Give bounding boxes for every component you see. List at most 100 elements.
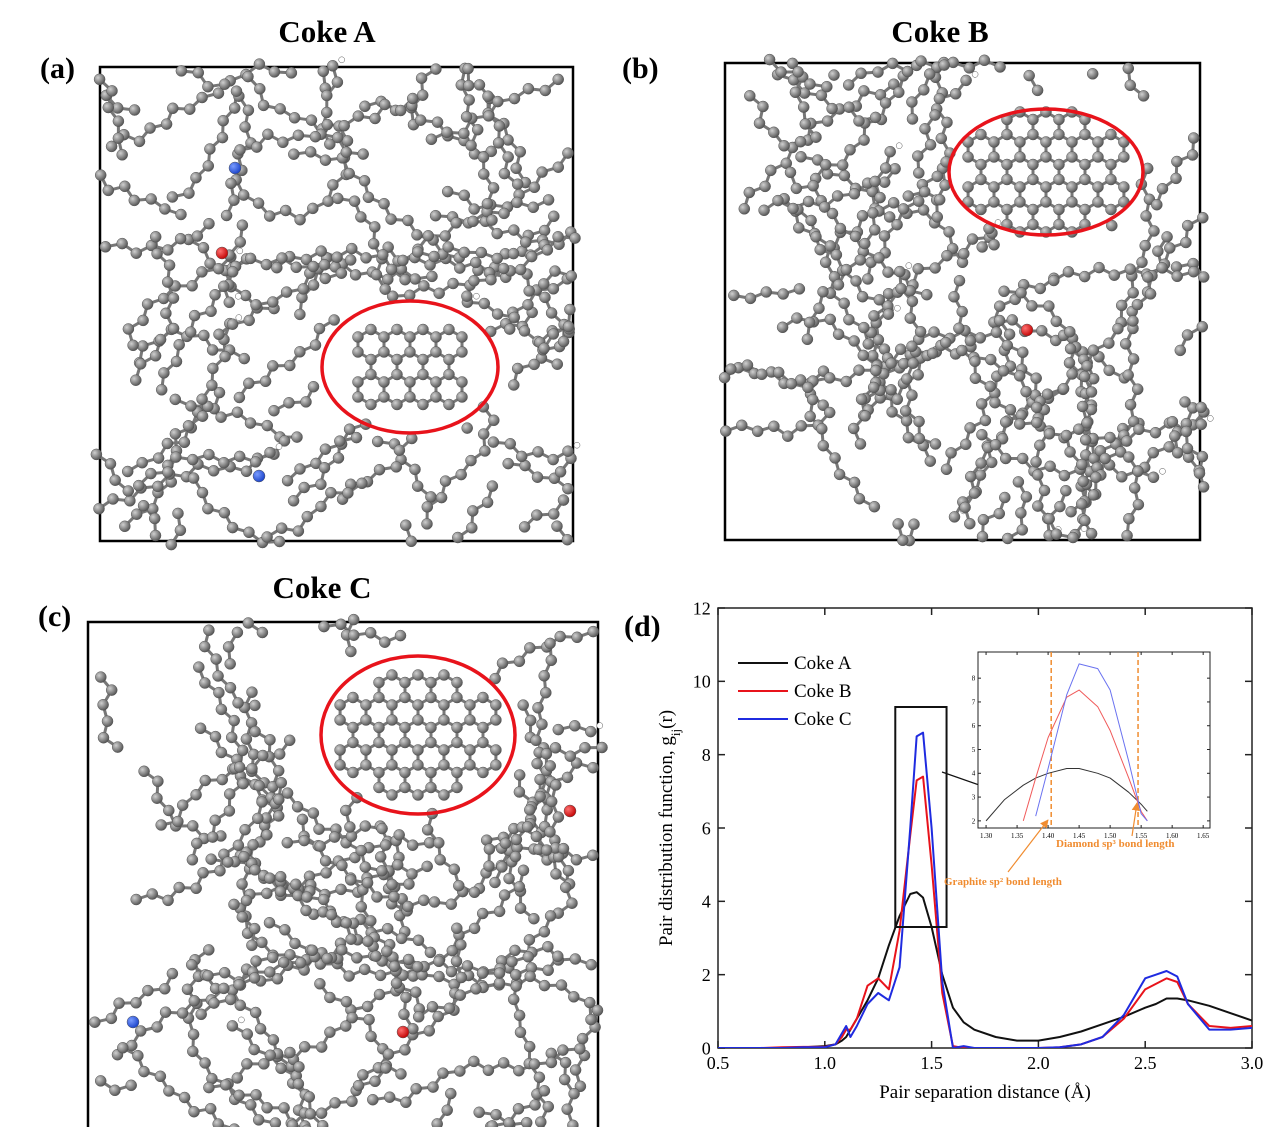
atom bbox=[277, 137, 288, 148]
atom bbox=[413, 700, 424, 711]
atom bbox=[539, 343, 550, 354]
atom bbox=[374, 677, 385, 688]
atom bbox=[524, 642, 535, 653]
atom bbox=[474, 1107, 485, 1118]
atom bbox=[1122, 530, 1133, 541]
atom bbox=[452, 782, 463, 793]
atom bbox=[965, 335, 976, 346]
atom bbox=[773, 367, 784, 378]
atom bbox=[289, 112, 300, 123]
atom bbox=[1106, 204, 1117, 215]
atom bbox=[320, 444, 331, 455]
atom bbox=[123, 324, 134, 335]
atom bbox=[249, 923, 260, 934]
atom bbox=[321, 107, 332, 118]
atom bbox=[924, 69, 935, 80]
atom bbox=[756, 369, 767, 380]
atom bbox=[377, 823, 388, 834]
atom bbox=[1137, 257, 1148, 268]
atom bbox=[422, 501, 433, 512]
atom bbox=[860, 410, 871, 421]
atom bbox=[276, 444, 282, 450]
atom bbox=[117, 149, 128, 160]
atom bbox=[257, 627, 268, 638]
atom bbox=[392, 859, 403, 870]
atom bbox=[426, 134, 437, 145]
atom bbox=[887, 58, 898, 69]
atom bbox=[986, 457, 997, 468]
atom bbox=[241, 466, 252, 477]
atom bbox=[511, 834, 522, 845]
atom bbox=[231, 86, 242, 97]
atom bbox=[262, 532, 273, 543]
atom bbox=[995, 62, 1006, 73]
atom bbox=[529, 1059, 540, 1070]
atom bbox=[348, 722, 359, 733]
atom bbox=[777, 322, 788, 333]
atom bbox=[132, 1050, 143, 1061]
atom bbox=[155, 334, 166, 345]
atom bbox=[980, 415, 991, 426]
atom bbox=[438, 1068, 449, 1079]
atom bbox=[1060, 485, 1071, 496]
atom bbox=[1031, 417, 1042, 428]
atom bbox=[537, 719, 548, 730]
atom bbox=[448, 278, 459, 289]
atom bbox=[167, 192, 178, 203]
atom bbox=[407, 869, 418, 880]
atom bbox=[318, 894, 329, 905]
atom bbox=[768, 127, 779, 138]
atom bbox=[308, 808, 319, 819]
atom bbox=[146, 194, 157, 205]
atom bbox=[152, 481, 163, 492]
atom bbox=[1171, 173, 1182, 184]
atom bbox=[811, 132, 822, 143]
atom bbox=[456, 972, 467, 983]
atom bbox=[334, 436, 345, 447]
atom bbox=[985, 381, 996, 392]
atom bbox=[513, 1065, 524, 1076]
atom bbox=[491, 1109, 502, 1120]
atom bbox=[195, 723, 206, 734]
atom bbox=[571, 854, 582, 865]
atom bbox=[469, 887, 480, 898]
atom bbox=[430, 64, 441, 75]
atom bbox=[514, 770, 525, 781]
atom bbox=[187, 854, 198, 865]
atom bbox=[232, 627, 243, 638]
atom bbox=[829, 70, 840, 81]
atom bbox=[531, 831, 542, 842]
atom bbox=[454, 1066, 465, 1077]
atom bbox=[1112, 323, 1123, 334]
atom bbox=[1005, 404, 1016, 415]
atom bbox=[1000, 453, 1011, 464]
x-tick-label: 1.65 bbox=[1197, 832, 1210, 840]
atom bbox=[206, 854, 217, 865]
atom bbox=[512, 197, 523, 208]
atom bbox=[505, 438, 516, 449]
atom bbox=[109, 1085, 120, 1096]
atom bbox=[432, 1118, 443, 1127]
atom bbox=[351, 952, 362, 963]
atom bbox=[164, 260, 175, 271]
atom bbox=[235, 293, 241, 299]
atom bbox=[358, 149, 369, 160]
atom bbox=[387, 670, 398, 681]
atom bbox=[990, 439, 1001, 450]
atom bbox=[1015, 197, 1026, 208]
atom bbox=[508, 994, 519, 1005]
atom bbox=[1100, 453, 1111, 464]
atom bbox=[344, 971, 355, 982]
atom bbox=[524, 1041, 535, 1052]
atom bbox=[240, 824, 251, 835]
atom bbox=[387, 745, 398, 756]
atom bbox=[332, 132, 343, 143]
atom bbox=[342, 488, 353, 499]
atom bbox=[163, 895, 174, 906]
atom bbox=[1067, 369, 1078, 380]
atom bbox=[552, 359, 563, 370]
atom bbox=[979, 55, 990, 66]
atom bbox=[124, 495, 135, 506]
atom bbox=[277, 253, 288, 264]
atom bbox=[920, 123, 931, 134]
